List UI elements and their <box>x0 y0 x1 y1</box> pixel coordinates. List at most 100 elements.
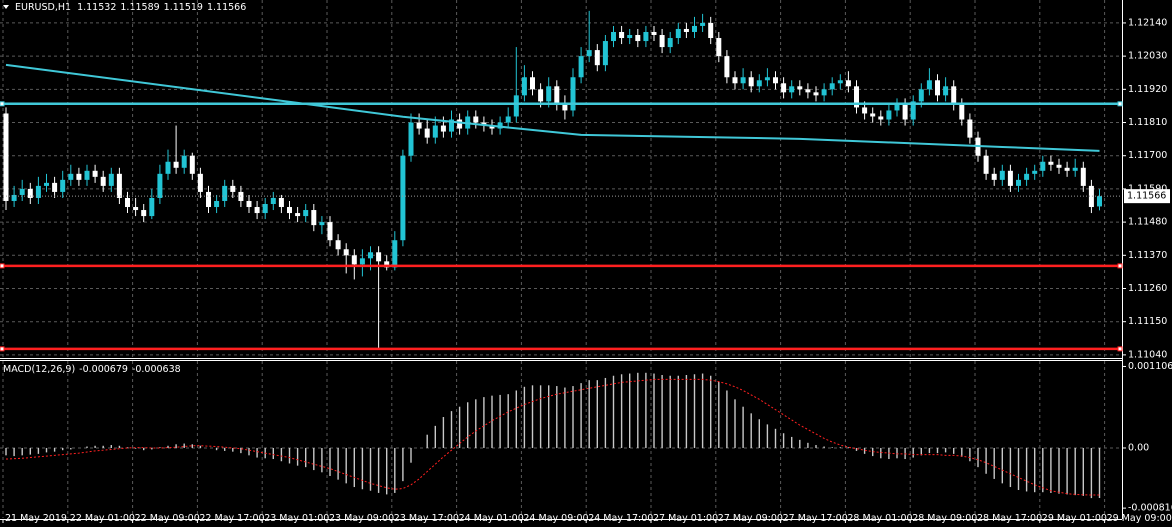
menu-triangle[interactable] <box>3 5 9 9</box>
candle-body <box>351 255 357 265</box>
candle-body <box>230 185 236 192</box>
candle-body <box>1024 173 1030 180</box>
candle-body <box>959 104 965 120</box>
candle-body <box>384 261 390 268</box>
candle-body <box>740 77 746 84</box>
candle-body <box>918 89 924 102</box>
candle-body <box>683 28 689 32</box>
candle-body <box>335 240 341 250</box>
candle-body <box>449 119 454 132</box>
candle-body <box>19 188 25 195</box>
y-tick-label: 1.11810 <box>1128 117 1167 128</box>
x-tick-label: 22 May 17:00 <box>199 513 264 524</box>
candle-body <box>546 86 552 102</box>
x-tick-label: 27 May 01:00 <box>653 513 718 524</box>
candle-body <box>692 25 697 32</box>
candle-body <box>376 252 382 262</box>
candle-body <box>789 86 795 93</box>
candle-body <box>133 207 139 211</box>
candle-body <box>999 170 1005 180</box>
candle-body <box>343 249 349 256</box>
candle-body <box>902 104 908 120</box>
symbol: EURUSD,H1 <box>15 2 71 13</box>
moving-average <box>5 63 1100 152</box>
y-tick-label: 1.11920 <box>1128 84 1167 95</box>
x-tick-label: 22 May 01:00 <box>70 513 135 524</box>
y-tick-label: 1.11480 <box>1128 217 1167 228</box>
candle-body <box>408 122 414 156</box>
candle-body <box>141 210 147 217</box>
y-tick-label: 1.11040 <box>1128 349 1167 360</box>
candle-body <box>910 101 916 120</box>
candle-body <box>222 185 228 201</box>
x-tick-label: 23 May 01:00 <box>264 513 329 524</box>
x-tick-label: 24 May 09:00 <box>523 513 588 524</box>
y-tick-label: 1.11370 <box>1128 250 1167 261</box>
y-tick-label: -0.000816 <box>1128 503 1172 514</box>
candle-body <box>619 31 625 39</box>
candle-body <box>797 86 803 90</box>
high: 1.11589 <box>120 2 159 13</box>
candle-body <box>424 128 430 138</box>
candle-body <box>197 173 203 192</box>
candle-body <box>732 77 738 84</box>
signal-line <box>5 378 1100 496</box>
candle-body <box>554 86 560 105</box>
candle-body <box>675 28 681 39</box>
y-tick-label: 1.11590 <box>1128 183 1167 194</box>
candle-body <box>635 35 641 42</box>
candle-body <box>76 173 82 180</box>
candle-body <box>108 173 114 186</box>
candle-body <box>756 80 762 87</box>
candle-body <box>214 200 220 208</box>
x-tick-label: 23 May 17:00 <box>394 513 459 524</box>
candle-body <box>68 173 74 180</box>
candle-body <box>100 176 106 186</box>
candle-body <box>84 170 90 180</box>
candle-body <box>262 204 268 214</box>
candle-body <box>189 155 195 174</box>
candle-body <box>278 197 284 208</box>
candle-body <box>319 222 325 226</box>
level-handle <box>0 101 5 107</box>
signal-value: -0.000638 <box>132 364 181 375</box>
macd-name: MACD(12,26,9) <box>3 364 75 375</box>
candle-body <box>311 210 317 226</box>
mark-layer <box>3 10 1102 499</box>
candle-body <box>708 22 714 39</box>
candle-body <box>295 213 301 217</box>
y-tick-label: 1.12140 <box>1128 17 1167 28</box>
candle-body <box>327 222 333 241</box>
candle-body <box>432 125 438 138</box>
candle-body <box>457 119 463 129</box>
candle-body <box>773 77 778 84</box>
candle-body <box>870 113 876 117</box>
close: 1.11566 <box>207 2 246 13</box>
candle-body <box>781 83 787 93</box>
candle-body <box>748 77 754 87</box>
candle-body <box>1072 167 1078 171</box>
y-tick-label: 0.00 <box>1128 442 1149 453</box>
candle-body <box>716 38 722 57</box>
candle-body <box>473 116 479 123</box>
candle-body <box>935 80 940 96</box>
candle-body <box>149 197 155 217</box>
candle-body <box>724 56 730 78</box>
level-handle <box>1117 101 1123 107</box>
x-tick-label: 23 May 09:00 <box>329 513 394 524</box>
candle-body <box>3 113 9 201</box>
candle-body <box>967 119 973 138</box>
candle-body <box>1040 161 1046 171</box>
x-tick-label: 29 May 09:00 <box>1107 513 1172 524</box>
candle-body <box>943 86 949 96</box>
candle-body <box>1064 167 1070 171</box>
candle-body <box>1097 196 1102 207</box>
y-tick-label: 1.12030 <box>1128 51 1167 62</box>
x-tick-label: 29 May 01:00 <box>1042 513 1107 524</box>
candle-body <box>586 50 592 57</box>
candle-body <box>983 155 989 174</box>
level-handle <box>0 346 5 352</box>
y-tick-label: 0.001106 <box>1128 361 1172 372</box>
candle-body <box>764 77 770 81</box>
